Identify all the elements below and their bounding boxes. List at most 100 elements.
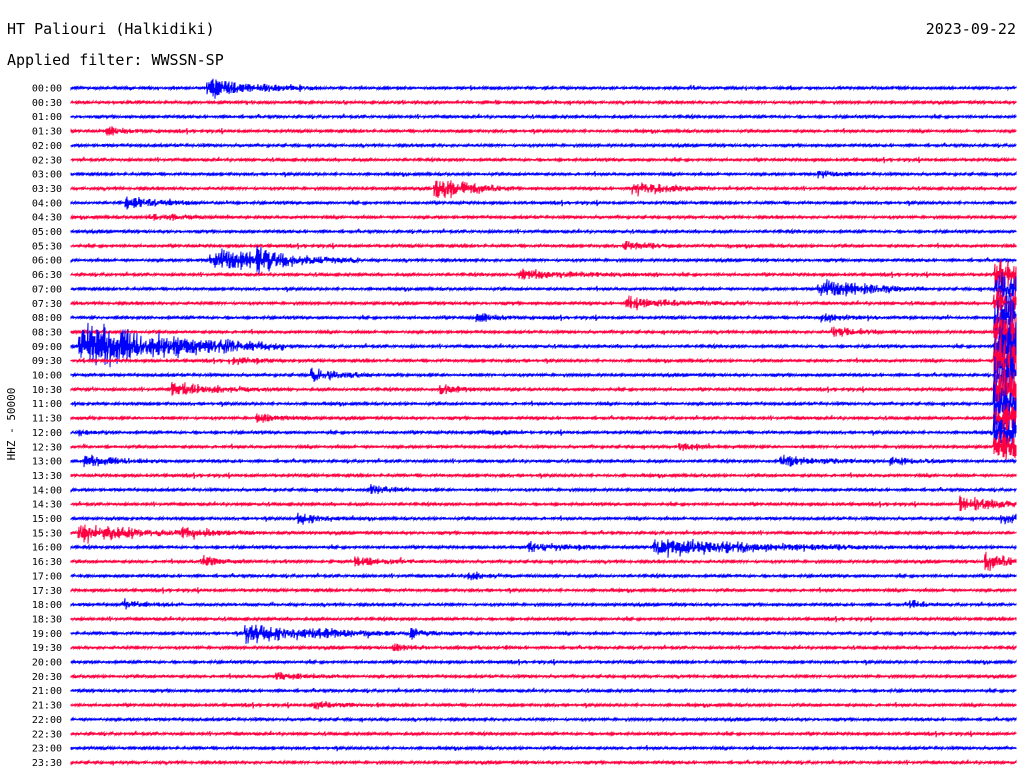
trace-row-2100 — [70, 687, 1017, 695]
row-label-0100: 01:00 — [32, 112, 62, 123]
y-axis-label: HHZ - 50000 — [5, 388, 18, 461]
trace-row-1730 — [70, 586, 1017, 594]
station-title: HT Paliouri (Halkidiki) — [7, 20, 215, 38]
row-label-0200: 02:00 — [32, 141, 62, 152]
row-label-0930: 09:30 — [32, 356, 62, 367]
trace-row-1430 — [70, 495, 1017, 512]
filter-label: Applied filter: WWSSN-SP — [7, 51, 224, 69]
row-label-1400: 14:00 — [32, 485, 62, 496]
trace-row-1230 — [70, 431, 1017, 461]
trace-row-1930 — [70, 643, 1017, 652]
date-label: 2023-09-22 — [925, 20, 1016, 38]
row-label-1130: 11:30 — [32, 414, 62, 425]
row-label-0830: 08:30 — [32, 327, 62, 338]
trace-row-0300 — [70, 170, 1017, 179]
row-label-1800: 18:00 — [32, 600, 62, 611]
row-label-0800: 08:00 — [32, 313, 62, 324]
trace-row-2330 — [70, 759, 1017, 767]
row-label-0500: 05:00 — [32, 227, 62, 238]
trace-row-0700 — [70, 271, 1017, 308]
trace-row-1000 — [70, 349, 1017, 396]
trace-row-0730 — [70, 287, 1017, 317]
trace-row-0130 — [70, 126, 1017, 136]
row-label-0000: 00:00 — [32, 84, 62, 95]
row-label-1200: 12:00 — [32, 428, 62, 439]
trace-row-2230 — [70, 730, 1017, 738]
trace-row-0030 — [70, 99, 1017, 106]
row-label-2030: 20:30 — [32, 672, 62, 683]
trace-row-0100 — [70, 113, 1017, 121]
row-label-2100: 21:00 — [32, 686, 62, 697]
trace-row-0600 — [70, 245, 1017, 275]
trace-row-1530 — [70, 524, 1017, 544]
trace-row-1030 — [70, 363, 1017, 416]
row-label-1000: 10:00 — [32, 371, 62, 382]
trace-row-1100 — [70, 380, 1017, 429]
trace-row-0200 — [70, 141, 1017, 149]
seismic-traces — [70, 78, 1017, 767]
trace-row-1400 — [70, 484, 1017, 495]
row-label-1830: 18:30 — [32, 614, 62, 625]
row-label-2200: 22:00 — [32, 715, 62, 726]
trace-row-0800 — [70, 295, 1017, 341]
trace-row-0830 — [70, 310, 1017, 357]
row-label-1700: 17:00 — [32, 571, 62, 582]
trace-row-2300 — [70, 744, 1017, 752]
row-label-1500: 15:00 — [32, 514, 62, 525]
row-label-2300: 23:00 — [32, 744, 62, 755]
trace-row-0900 — [70, 316, 1017, 372]
row-label-1600: 16:00 — [32, 543, 62, 554]
trace-row-1800 — [70, 598, 1017, 610]
row-label-2230: 22:30 — [32, 729, 62, 740]
row-label-0530: 05:30 — [32, 241, 62, 252]
row-label-0730: 07:30 — [32, 299, 62, 310]
row-label-0030: 00:30 — [32, 98, 62, 109]
trace-row-1130 — [70, 402, 1017, 434]
trace-row-1900 — [70, 624, 1017, 644]
trace-row-1330 — [70, 472, 1017, 480]
trace-row-0330 — [70, 180, 1017, 199]
row-label-1430: 14:30 — [32, 500, 62, 511]
trace-row-1630 — [70, 551, 1017, 572]
row-label-1100: 11:00 — [32, 399, 62, 410]
row-label-0630: 06:30 — [32, 270, 62, 281]
row-label-0700: 07:00 — [32, 284, 62, 295]
row-label-0900: 09:00 — [32, 342, 62, 353]
row-label-1930: 19:30 — [32, 643, 62, 654]
trace-row-1830 — [70, 615, 1017, 623]
row-label-1530: 15:30 — [32, 528, 62, 539]
trace-row-0230 — [70, 156, 1017, 164]
row-label-0300: 03:00 — [32, 170, 62, 181]
trace-row-2030 — [70, 671, 1017, 680]
row-label-0400: 04:00 — [32, 198, 62, 209]
row-label-1330: 13:30 — [32, 471, 62, 482]
trace-row-0530 — [70, 240, 1017, 250]
trace-row-0400 — [70, 196, 1017, 210]
row-label-0430: 04:30 — [32, 213, 62, 224]
row-label-0330: 03:30 — [32, 184, 62, 195]
row-label-1630: 16:30 — [32, 557, 62, 568]
trace-row-0430 — [70, 213, 1017, 221]
trace-row-1700 — [70, 571, 1017, 581]
trace-row-2200 — [70, 715, 1017, 723]
trace-row-0630 — [70, 259, 1017, 290]
trace-row-0000 — [70, 78, 1017, 99]
row-label-1300: 13:00 — [32, 457, 62, 468]
trace-row-1500 — [70, 512, 1017, 525]
trace-row-0930 — [70, 330, 1017, 385]
row-label-1900: 19:00 — [32, 629, 62, 640]
row-label-1230: 12:30 — [32, 442, 62, 453]
row-label-0600: 06:00 — [32, 256, 62, 267]
trace-row-1200 — [70, 414, 1017, 450]
row-label-2330: 23:30 — [32, 758, 62, 769]
row-label-1030: 10:30 — [32, 385, 62, 396]
row-label-2000: 20:00 — [32, 658, 62, 669]
row-label-0230: 02:30 — [32, 155, 62, 166]
row-label-1730: 17:30 — [32, 586, 62, 597]
row-labels: 00:00 00:30 01:00 01:30 02:00 02:30 03:00 03:30… — [32, 84, 62, 769]
trace-row-1300 — [70, 454, 1017, 468]
trace-row-2130 — [70, 701, 1017, 710]
trace-row-2000 — [70, 658, 1017, 666]
row-label-2130: 21:30 — [32, 701, 62, 712]
